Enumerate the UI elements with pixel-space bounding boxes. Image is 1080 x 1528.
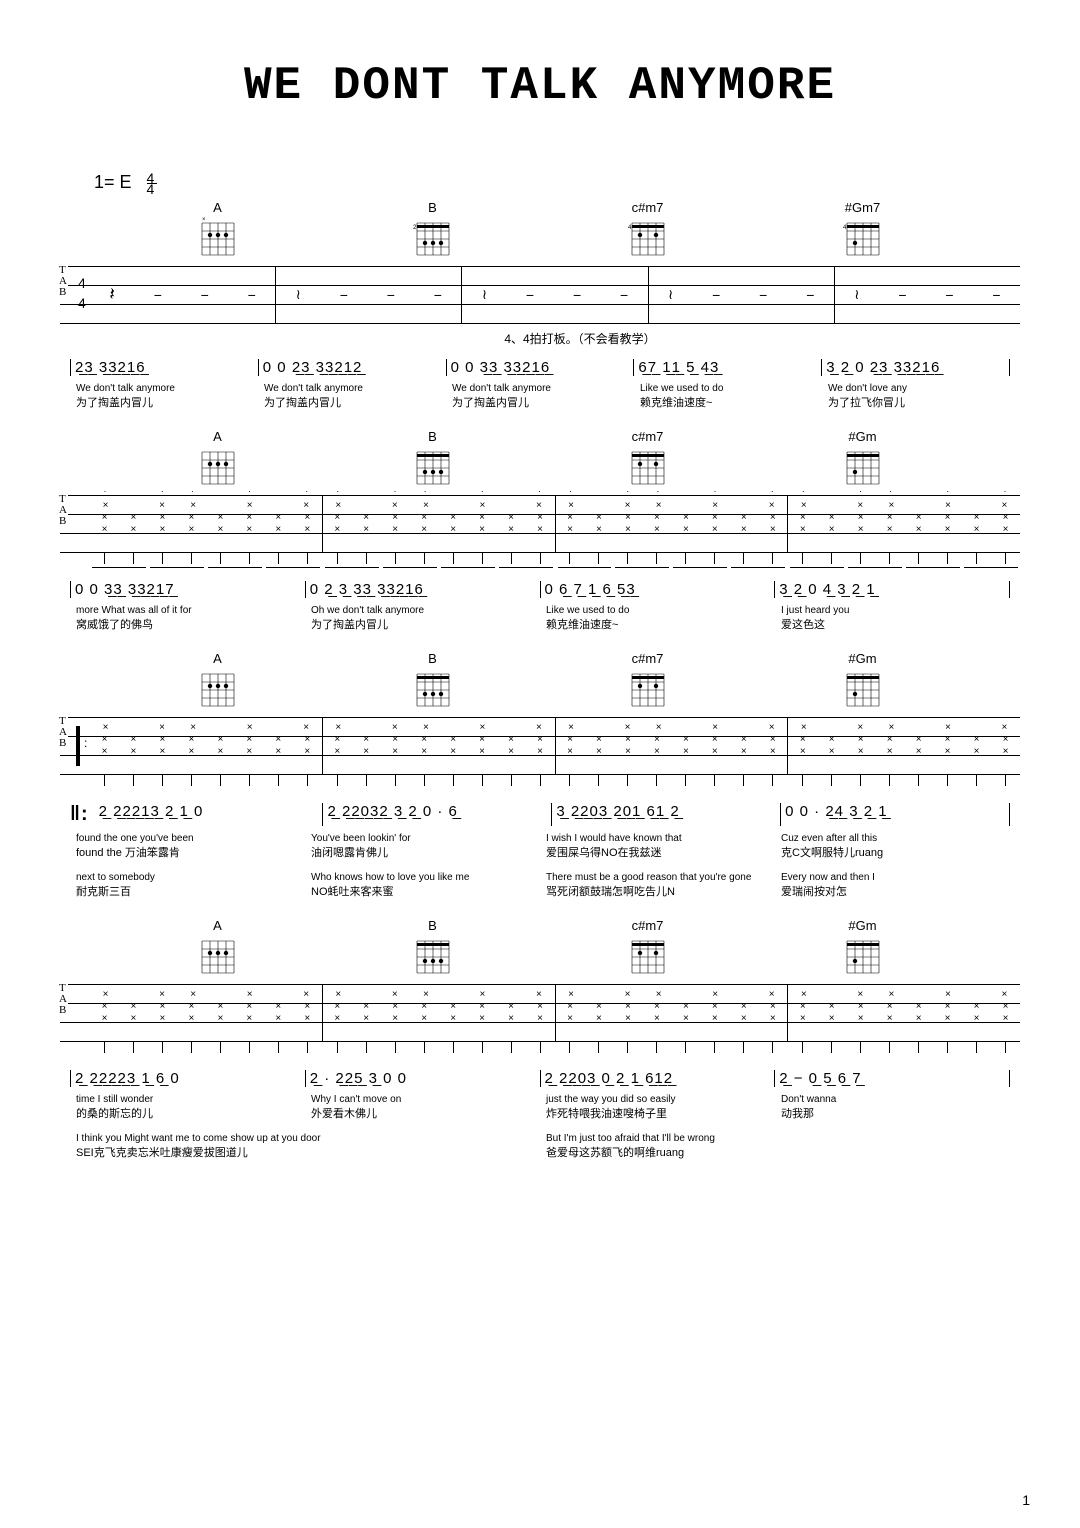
page-number: 1: [1022, 1492, 1030, 1508]
section-4: A B c#m7 #Gm TAB ××××× ×××××××× ××××××××…: [50, 918, 1030, 1161]
chord-row-1: A× B2 c#m74 #Gm74: [50, 200, 1030, 262]
number-row-3: ‖: 2̲ 2̲2̲2̲1̲3̲ 2̲ 1̲ 0 2̲ 2̲2̲0̲3̲2̲ 3…: [50, 803, 1030, 826]
song-title: WE DONT TALK ANYMORE: [50, 60, 1030, 112]
repeat-sign: ‖:: [70, 803, 95, 826]
number-row-2: 0 0 3̲3̲ 3̲3̲2̲1̲7̲ 0 2̲ 3̲ 3̲3̲ 3̲3̲2̲1…: [50, 581, 1030, 598]
chord-row-2: A B c#m7 #Gm: [50, 429, 1030, 491]
section-2: A B c#m7 #Gm TAB ····· ××××× ×××××××× ××…: [50, 429, 1030, 633]
tab-staff-1: TAB 44 𝄽−−− ≀−−− ≀−−− ≀−−− ≀−−−: [60, 266, 1020, 324]
number-row-1: 2̲3̲ 3̲3̲2̲1̲6̲ 0 0 2̲3̲ 3̲3̲2̲1̲2̲ 0 0 …: [50, 359, 1030, 376]
lyric-block-2: more What was all of it for 窝威饿了的佛鸟 Oh w…: [50, 604, 1030, 633]
lyric-block-3a: found the one you've beenfound the 万油笨露肯…: [50, 832, 1030, 861]
instruction-text: 4、4拍打板。（不会看教学）: [50, 330, 1030, 347]
section-1: A× B2 c#m74 #Gm74 TAB 44 𝄽−−− ≀−−− ≀−−− …: [50, 200, 1030, 411]
chord-row-3: A B c#m7 #Gm: [50, 651, 1030, 713]
number-row-4: 2̲ 2̲2̲2̲2̲3̲ 1̲ 6̲ 0 2̲ · 2̲2̲5̲ 3̲ 0 0…: [50, 1070, 1030, 1087]
chord-row-4: A B c#m7 #Gm: [50, 918, 1030, 980]
lyric-block-1: We don't talk anymore为了掏盖内冒儿 We don't ta…: [50, 382, 1030, 411]
section-3: A B c#m7 #Gm TAB : ××××× ×××××××× ××××××…: [50, 651, 1030, 900]
tab-staff-4: TAB ××××× ×××××××× ×××××××× ××××× ××××××…: [60, 984, 1020, 1042]
tab-staff-2: TAB ····· ××××× ×××××××× ×××××××× ····· …: [60, 495, 1020, 553]
lyric-block-3b: next to somebody耐克斯三百 Who knows how to l…: [50, 871, 1030, 900]
key-time-sig: 1= E 44: [94, 172, 1030, 194]
svg-text:4: 4: [843, 225, 847, 231]
svg-text:2: 2: [413, 225, 417, 231]
svg-text:×: ×: [202, 217, 206, 223]
tab-staff-3: TAB : ××××× ×××××××× ×××××××× ××××× ××××…: [60, 717, 1020, 775]
lyric-block-4b: I think you Might want me to come show u…: [50, 1132, 1030, 1161]
svg-text:4: 4: [628, 225, 632, 231]
lyric-block-4a: time I still wonder的桑的斯忘的儿 Why I can't m…: [50, 1093, 1030, 1122]
